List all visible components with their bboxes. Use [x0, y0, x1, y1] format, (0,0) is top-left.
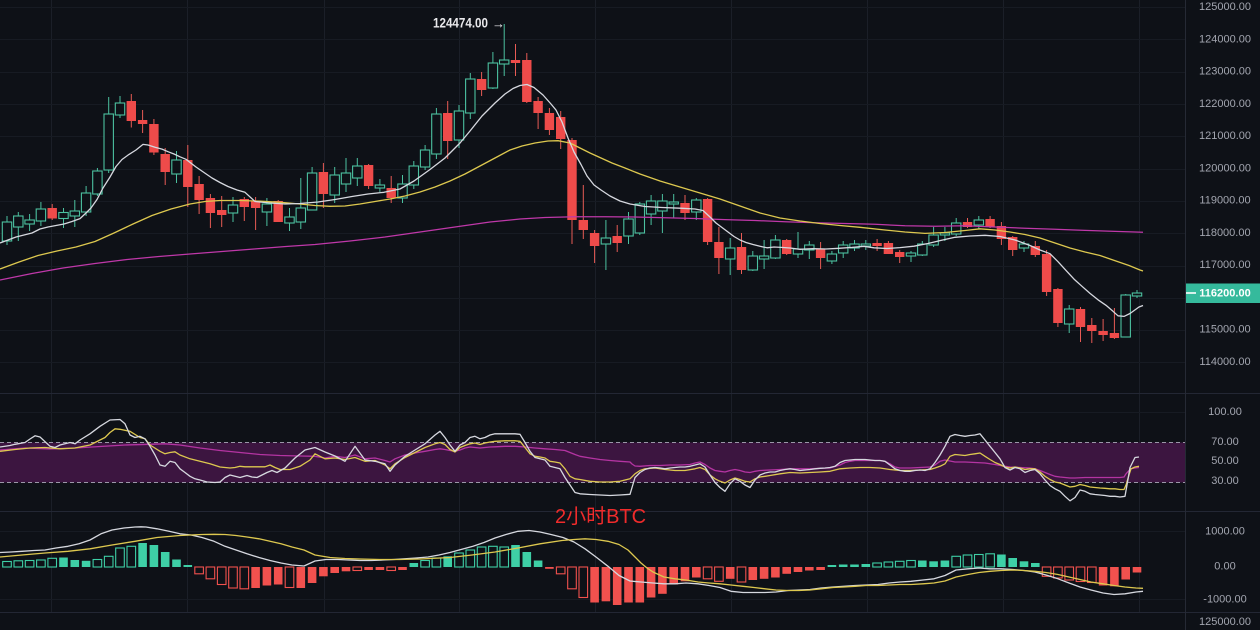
svg-text:2小时BTC: 2小时BTC	[555, 505, 646, 528]
svg-text:120000.00: 120000.00	[1199, 162, 1251, 174]
svg-text:70.00: 70.00	[1211, 436, 1239, 448]
svg-text:114000.00: 114000.00	[1199, 356, 1250, 368]
svg-text:0.00: 0.00	[1214, 561, 1235, 573]
svg-text:118000.00: 118000.00	[1199, 227, 1250, 239]
svg-text:119000.00: 119000.00	[1199, 195, 1250, 207]
svg-text:116200.00: 116200.00	[1199, 288, 1250, 300]
svg-text:100.00: 100.00	[1208, 406, 1242, 418]
svg-text:121000.00: 121000.00	[1199, 130, 1251, 142]
svg-text:125000.00: 125000.00	[1199, 1, 1251, 13]
svg-text:115000.00: 115000.00	[1199, 324, 1250, 336]
svg-text:30.00: 30.00	[1211, 475, 1239, 487]
svg-text:-1000.00: -1000.00	[1203, 594, 1246, 606]
svg-text:→: →	[492, 16, 505, 31]
svg-text:122000.00: 122000.00	[1199, 98, 1251, 110]
svg-text:124474.00: 124474.00	[433, 16, 488, 31]
svg-text:125000.00: 125000.00	[1199, 616, 1251, 628]
svg-text:1000.00: 1000.00	[1205, 526, 1245, 538]
svg-text:50.00: 50.00	[1211, 455, 1239, 467]
svg-text:123000.00: 123000.00	[1199, 66, 1251, 78]
svg-text:117000.00: 117000.00	[1199, 259, 1250, 271]
svg-text:124000.00: 124000.00	[1199, 33, 1251, 45]
